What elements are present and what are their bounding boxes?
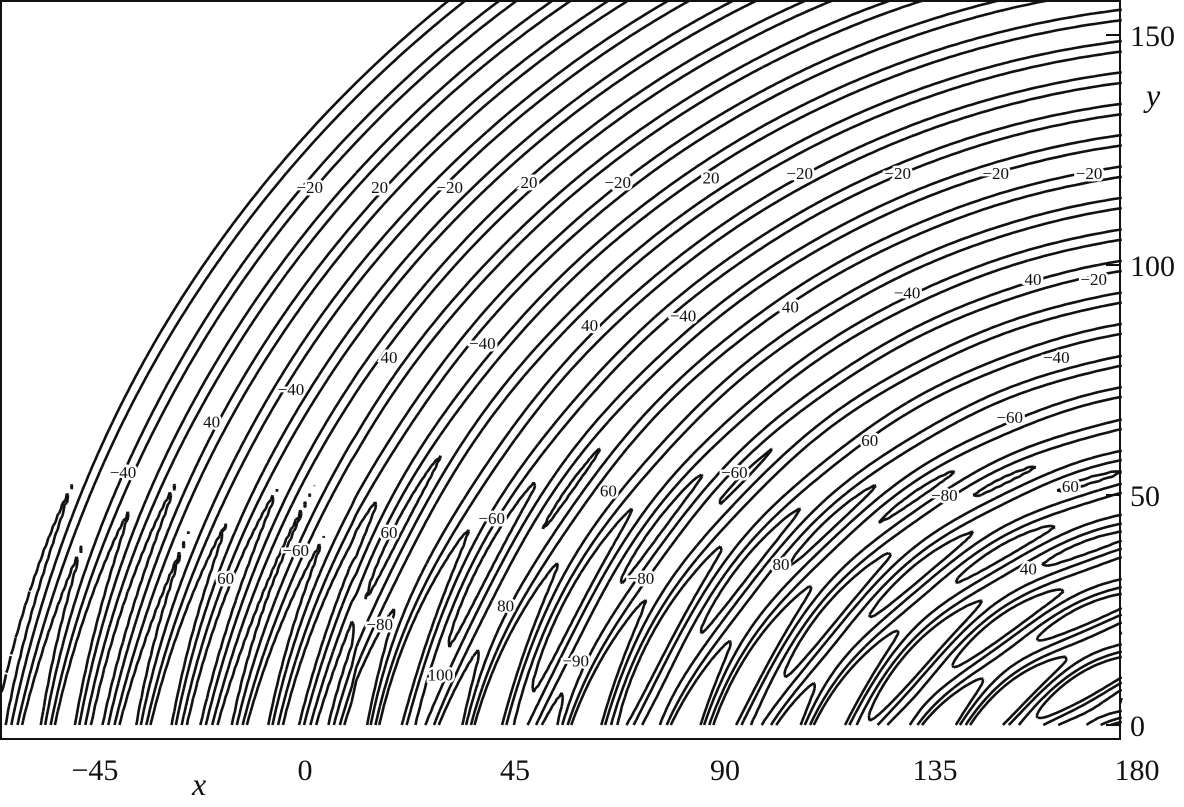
contour-level-label: 40 <box>1025 270 1042 289</box>
contour-level-label: 60 <box>381 523 398 542</box>
contour-lines <box>0 0 1123 727</box>
contour-level-label: −80 <box>366 615 393 634</box>
x-tick-label: 90 <box>710 754 740 787</box>
x-tick-label: 0 <box>298 754 313 787</box>
y-axis-label: y <box>1143 77 1161 113</box>
contour-level-label: −20 <box>1080 270 1107 289</box>
contour-level-label: −40 <box>469 334 496 353</box>
x-tick-label: 180 <box>1115 754 1160 787</box>
contour-level-label: 20 <box>371 178 388 197</box>
contour-level-label: −40 <box>1043 348 1070 367</box>
contour-level-label: 40 <box>381 348 398 367</box>
contour-level-label: −60 <box>478 509 505 528</box>
contour-level-label: −60 <box>282 541 309 560</box>
contour-level-label: 20 <box>703 169 720 188</box>
negative-contour-line <box>20 465 1123 726</box>
contour-level-label: −40 <box>110 463 137 482</box>
x-axis: −45 0 45 90 135 180 <box>72 754 1160 787</box>
contour-level-label: 60 <box>600 481 617 500</box>
contour-level-label: −20 <box>982 164 1009 183</box>
contour-level-label: −20 <box>1076 164 1103 183</box>
x-tick-label: 135 <box>913 754 958 787</box>
positive-contour-line <box>0 447 1123 727</box>
contour-level-label: −60 <box>721 463 748 482</box>
y-tick-label: 50 <box>1130 480 1160 513</box>
contour-level-label: −20 <box>786 164 813 183</box>
contour-level-label: 60 <box>217 569 234 588</box>
x-axis-label: x <box>191 766 206 802</box>
y-axis: 0 50 100 150 <box>1106 20 1175 743</box>
plot-frame <box>0 0 1121 740</box>
contour-level-labels: −20 20 −20 20 −20 20 −20 −20 −20 −20 40 −20 −40 40 −40… <box>107 162 1109 687</box>
contour-level-label: 20 <box>521 173 538 192</box>
y-tick-label: 0 <box>1130 710 1145 743</box>
y-tick-label: 150 <box>1130 20 1175 53</box>
contour-level-label: 40 <box>203 412 220 431</box>
contour-level-label: 40 <box>1020 560 1037 579</box>
contour-level-label: −80 <box>628 569 655 588</box>
contour-level-label: −90 <box>562 652 589 671</box>
contour-level-label: 60 <box>861 431 878 450</box>
contour-level-label: 40 <box>782 297 799 316</box>
contour-level-label: 80 <box>497 596 514 615</box>
contour-level-label: −40 <box>894 284 921 303</box>
contour-level-label: −80 <box>931 486 958 505</box>
contour-level-label: −20 <box>884 164 911 183</box>
contour-level-label: 100 <box>428 665 454 684</box>
y-tick-label: 100 <box>1130 250 1175 283</box>
x-tick-label: 45 <box>500 754 530 787</box>
contour-level-label: −40 <box>670 307 697 326</box>
contour-level-label: −40 <box>278 380 305 399</box>
contour-level-label: −60 <box>996 408 1023 427</box>
contour-level-label: −20 <box>296 178 323 197</box>
contour-level-label: 60 <box>1062 477 1079 496</box>
negative-contour-line <box>16 0 1123 727</box>
positive-contour-line <box>10 0 1123 727</box>
contour-level-label: 80 <box>773 555 790 574</box>
contour-level-label: −20 <box>604 173 631 192</box>
x-tick-label: −45 <box>72 754 119 787</box>
contour-level-label: 40 <box>581 316 598 335</box>
contour-level-label: −20 <box>436 178 463 197</box>
